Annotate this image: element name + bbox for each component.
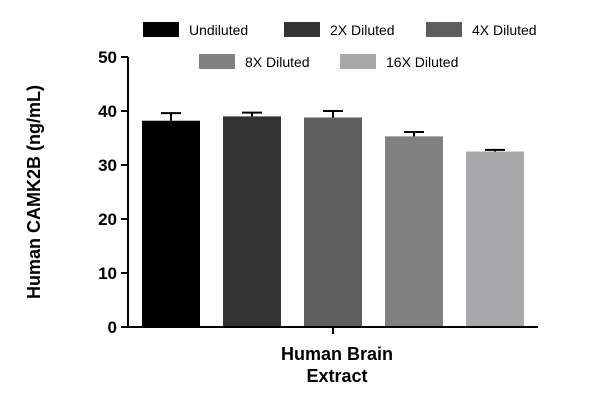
legend: Undiluted 2X Diluted 4X Diluted 8X Diluted 1… [143,22,537,70]
bar-2x-diluted [223,116,281,328]
bar-4x-diluted [304,117,362,327]
legend-item: Undiluted [143,22,248,38]
legend-item: 4X Diluted [426,22,537,38]
legend-item: 8X Diluted [199,54,310,70]
x-axis [128,326,538,334]
y-axis: 0 10 20 30 40 50 [98,48,129,337]
legend-swatch [284,22,320,37]
legend-label: 2X Diluted [330,22,395,38]
legend-swatch [143,22,179,37]
y-tick-label: 50 [98,48,117,67]
x-axis-title-line: Human Brain [281,344,393,364]
bar-8x-diluted [385,136,443,327]
legend-label: Undiluted [189,22,248,38]
legend-item: 2X Diluted [284,22,395,38]
y-axis-title: Human CAMK2B (ng/mL) [24,85,44,299]
legend-item: 16X Diluted [340,54,458,70]
legend-swatch [340,54,376,69]
legend-swatch [199,54,235,69]
y-tick-label: 0 [108,318,117,337]
y-tick-label: 40 [98,102,117,121]
y-tick-label: 10 [98,264,117,283]
legend-label: 4X Diluted [472,22,537,38]
legend-label: 16X Diluted [386,54,458,70]
legend-swatch [426,22,462,37]
legend-label: 8X Diluted [245,54,310,70]
y-tick-label: 30 [98,156,117,175]
x-axis-title-line: Extract [306,366,367,386]
bar-undiluted [142,120,200,327]
bar-16x-diluted [466,151,524,327]
bars-group [142,110,524,328]
y-tick-label: 20 [98,210,117,229]
x-axis-title: Human Brain Extract [281,344,393,386]
